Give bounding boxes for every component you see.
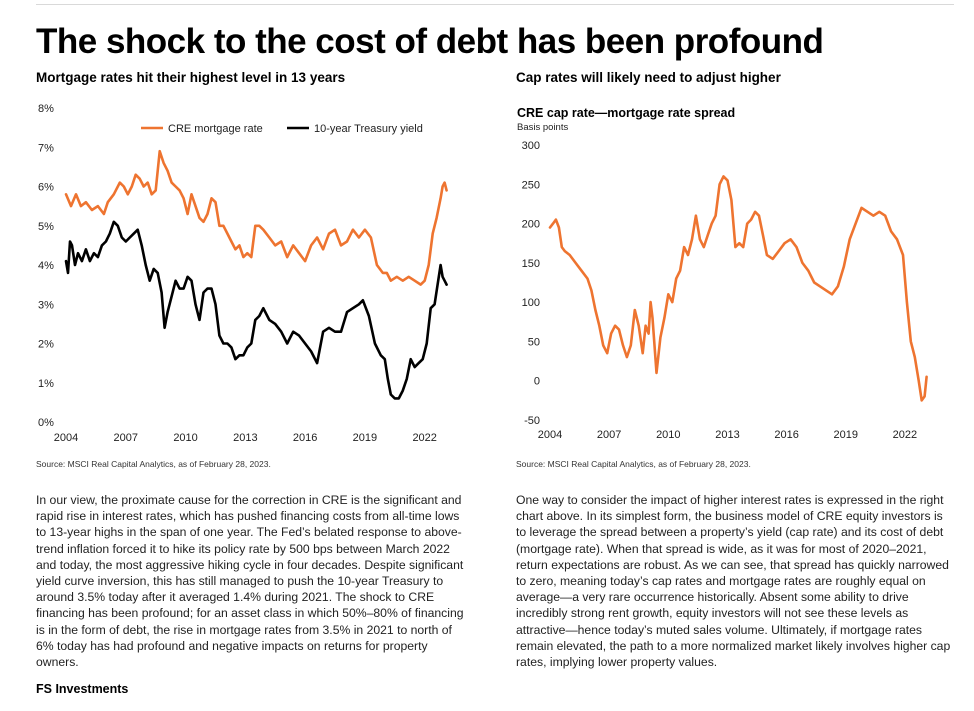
x-tick-label: 2022 (893, 429, 917, 441)
y-tick-label: 0 (534, 376, 540, 388)
spread-chart-title: CRE cap rate—mortgage rate spread (517, 106, 735, 120)
y-tick-label: 5% (38, 221, 54, 233)
y-tick-label: 4% (38, 260, 54, 272)
left-chart-subtitle: Mortgage rates hit their highest level i… (36, 70, 346, 85)
x-tick-label: 2010 (173, 432, 197, 444)
left-body-text: In our view, the proximate cause for the… (36, 493, 464, 670)
x-tick-label: 2010 (656, 429, 680, 441)
x-tick-label: 2016 (293, 432, 317, 444)
x-tick-label: 2007 (114, 432, 138, 444)
top-rule (36, 4, 954, 5)
legend-label-0: CRE mortgage rate (168, 123, 263, 135)
x-tick-label: 2013 (233, 432, 257, 444)
y-tick-label: 100 (522, 297, 540, 309)
x-tick-label: 2022 (412, 432, 436, 444)
y-tick-label: 7% (38, 142, 54, 154)
y-tick-label: 8% (38, 103, 54, 115)
x-tick-label: 2004 (54, 432, 78, 444)
x-tick-label: 2004 (538, 429, 562, 441)
y-tick-label: 300 (522, 140, 540, 152)
series-line-1 (64, 220, 448, 400)
y-tick-label: 250 (522, 179, 540, 191)
y-tick-label: 200 (522, 219, 540, 231)
legend-label-1: 10-year Treasury yield (314, 123, 423, 135)
y-tick-label: 150 (522, 258, 540, 270)
y-tick-label: 0% (38, 417, 54, 429)
y-tick-label: 2% (38, 339, 54, 351)
right-chart-subtitle: Cap rates will likely need to adjust hig… (516, 70, 781, 85)
y-tick-label: 1% (38, 378, 54, 390)
series-line-0 (548, 175, 928, 402)
series-line-0 (64, 149, 448, 286)
x-tick-label: 2013 (715, 429, 739, 441)
page-title: The shock to the cost of debt has been p… (36, 22, 824, 61)
y-tick-label: 6% (38, 182, 54, 194)
y-tick-label: -50 (524, 415, 540, 427)
left-chart-source: Source: MSCI Real Capital Analytics, as … (36, 459, 271, 469)
x-tick-label: 2016 (774, 429, 798, 441)
x-tick-label: 2019 (834, 429, 858, 441)
spread-chart-unit: Basis points (517, 122, 568, 133)
footer-brand: FS Investments (36, 682, 129, 696)
y-tick-label: 3% (38, 299, 54, 311)
right-body-text: One way to consider the impact of higher… (516, 493, 951, 670)
right-chart-source: Source: MSCI Real Capital Analytics, as … (516, 459, 751, 469)
y-tick-label: 50 (528, 336, 540, 348)
x-tick-label: 2019 (353, 432, 377, 444)
x-tick-label: 2007 (597, 429, 621, 441)
